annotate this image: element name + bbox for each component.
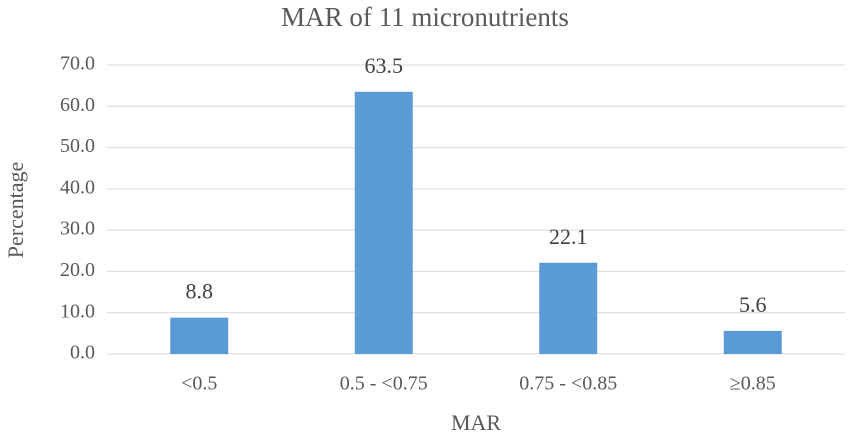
- x-axis-title: MAR: [451, 410, 501, 435]
- y-tick-label: 0.0: [70, 342, 95, 364]
- y-tick-label: 70.0: [60, 53, 95, 75]
- bar: [354, 91, 413, 354]
- bar: [723, 330, 782, 354]
- chart-title: MAR of 11 micronutrients: [281, 2, 569, 32]
- y-tick-label: 30.0: [60, 218, 95, 240]
- data-label: 63.5: [365, 53, 404, 78]
- y-tick-label: 10.0: [60, 300, 95, 322]
- x-tick-label: ≥0.85: [730, 373, 776, 395]
- data-label: 5.6: [739, 292, 767, 317]
- bar: [539, 262, 598, 354]
- y-tick-label: 60.0: [60, 94, 95, 116]
- data-label: 8.8: [186, 279, 214, 304]
- bar: [170, 317, 229, 354]
- y-tick-label: 40.0: [60, 176, 95, 198]
- data-label: 22.1: [549, 224, 588, 249]
- x-tick-label: 0.75 - <0.85: [519, 373, 617, 395]
- x-tick-label: 0.5 - <0.75: [340, 373, 428, 395]
- y-tick-label: 20.0: [60, 259, 95, 281]
- x-tick-label: <0.5: [181, 373, 217, 395]
- y-tick-label: 50.0: [60, 135, 95, 157]
- y-axis-title: Percentage: [3, 162, 28, 259]
